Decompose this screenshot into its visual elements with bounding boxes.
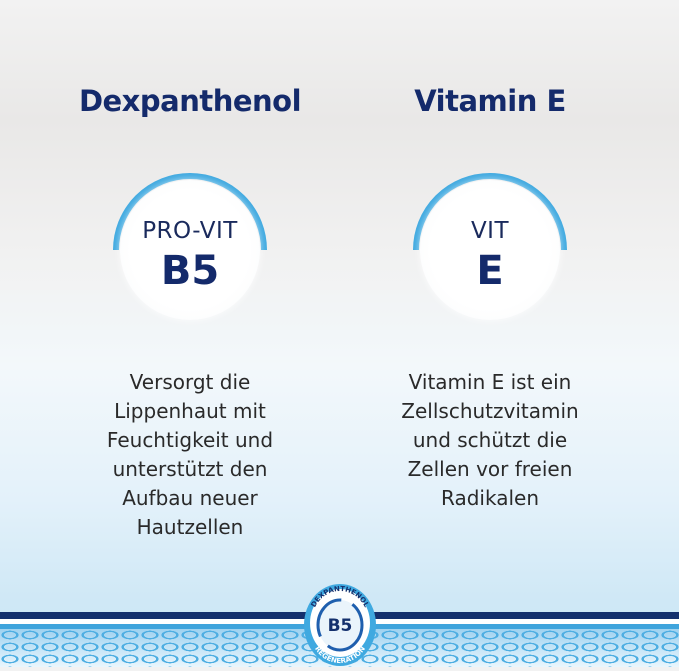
desc-line: Zellen vor freien: [407, 457, 573, 481]
description: Vitamin E ist ein Zellschutzvitamin und …: [320, 368, 660, 513]
desc-line: Feuchtigkeit und: [106, 428, 274, 452]
arc-icon: [113, 173, 267, 251]
vitamin-badge: PRO-VIT B5: [110, 170, 270, 330]
dexpanthenol-regeneration-logo: DEXPANTHENOL B5 REGENERATION: [302, 581, 378, 667]
badge-value: E: [476, 248, 504, 294]
svg-text:B5: B5: [328, 616, 353, 636]
desc-line: Versorgt die: [129, 370, 251, 394]
desc-line: unterstützt den: [112, 457, 268, 481]
desc-line: Radikalen: [441, 486, 539, 510]
badge-label: VIT: [470, 218, 510, 244]
desc-line: Hautzellen: [136, 515, 244, 539]
desc-line: Zellschutzvitamin: [401, 399, 579, 423]
arc-icon: [413, 173, 567, 251]
desc-line: und schützt die: [412, 428, 568, 452]
desc-line: Lippenhaut mit: [114, 399, 266, 423]
column-title: Vitamin E: [414, 84, 566, 118]
column-title: Dexpanthenol: [78, 84, 302, 118]
vitamin-badge: VIT E: [410, 170, 570, 330]
badge-value: B5: [160, 248, 220, 294]
badge-label: PRO-VIT: [142, 218, 238, 244]
desc-line: Vitamin E ist ein: [408, 370, 572, 394]
description: Versorgt die Lippenhaut mit Feuchtigkeit…: [20, 368, 360, 542]
desc-line: Aufbau neuer: [122, 486, 258, 510]
